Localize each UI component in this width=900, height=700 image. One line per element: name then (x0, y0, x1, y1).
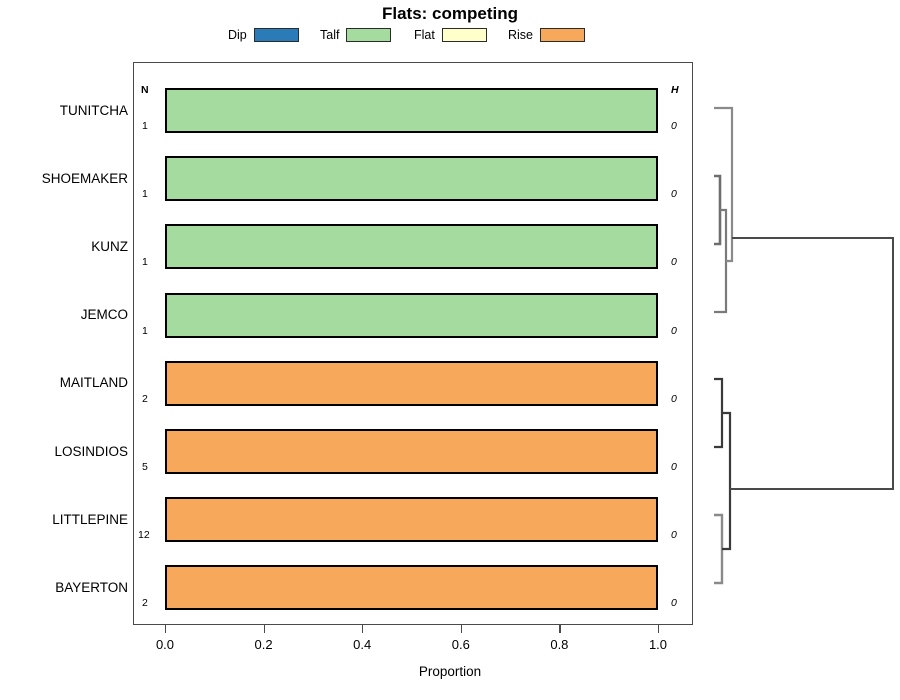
legend-entry-flat[interactable]: Flat (414, 25, 487, 45)
x-axis-title: Proportion (418, 664, 482, 679)
x-tick-mark (362, 625, 364, 633)
y-axis-label-bayerton: BAYERTON (55, 579, 128, 595)
legend-label: Flat (414, 28, 435, 42)
x-tick-label: 0.6 (451, 637, 470, 652)
h-value-bayerton: 0 (671, 597, 677, 610)
legend-label: Rise (508, 28, 534, 42)
y-axis-label-littlepine: LITTLEPINE (52, 511, 128, 527)
legend-entry-dip[interactable]: Dip (228, 25, 299, 45)
n-value-bayerton: 2 (142, 597, 148, 610)
dendro-merge-tunitcha-group (714, 106, 734, 263)
bar-maitland[interactable] (165, 360, 658, 406)
column-header-h: H (671, 84, 679, 96)
dendro-merge-littlepine-bayerton (714, 513, 724, 585)
h-value-maitland: 0 (671, 392, 677, 405)
y-axis-label-jemco: JEMCO (80, 307, 128, 323)
h-value-shoemaker: 0 (671, 188, 677, 201)
legend-swatch-rise (540, 28, 586, 42)
bar-bayerton[interactable] (165, 565, 658, 611)
bar-losindios[interactable] (165, 429, 658, 474)
n-value-kunz: 1 (142, 256, 148, 269)
legend-entry-talf[interactable]: Talf (320, 25, 392, 45)
h-value-kunz: 0 (671, 256, 677, 269)
legend: Dip Talf Flat Rise (0, 25, 900, 45)
dendro-merge-rise-cluster (722, 411, 732, 551)
bar-kunz[interactable] (165, 224, 658, 270)
x-tick-mark (165, 625, 167, 633)
bar-jemco[interactable] (165, 292, 658, 338)
dendro-root (730, 237, 894, 490)
x-tick-mark (460, 625, 463, 633)
x-tick-label: 0.8 (550, 637, 569, 652)
h-value-littlepine: 0 (671, 529, 677, 542)
column-header-n: N (141, 84, 149, 96)
chart-title: Flats: competing (381, 4, 518, 23)
x-tick-label: 1.0 (648, 637, 668, 652)
legend-swatch-dip (253, 28, 299, 42)
n-value-jemco: 1 (142, 324, 148, 337)
bar-shoemaker[interactable] (165, 156, 658, 202)
y-axis-label-losindios: LOSINDIOS (54, 443, 128, 459)
h-value-losindios: 0 (671, 461, 677, 473)
dendro-merge-maitland-losindios (714, 377, 724, 449)
legend-label: Talf (320, 28, 340, 42)
n-value-shoemaker: 1 (142, 188, 148, 201)
x-tick-mark (263, 625, 265, 633)
x-tick-label: 0.4 (353, 637, 372, 652)
n-value-losindios: 5 (142, 461, 148, 473)
dendrogram (700, 62, 900, 625)
legend-swatch-flat (441, 28, 487, 42)
y-axis-label-shoemaker: SHOEMAKER (41, 170, 128, 186)
legend-swatch-talf (346, 28, 392, 42)
n-value-maitland: 2 (142, 392, 148, 405)
x-tick-mark (658, 625, 660, 633)
dendro-merge-shoemaker-kunz (714, 174, 722, 246)
legend-entry-rise[interactable]: Rise (508, 25, 586, 45)
x-tick-mark (559, 625, 561, 633)
x-tick-label: 0.0 (155, 637, 175, 652)
n-value-littlepine: 12 (138, 529, 150, 542)
y-axis-label-kunz: KUNZ (91, 238, 128, 254)
h-value-tunitcha: 0 (671, 120, 677, 132)
n-value-tunitcha: 1 (142, 120, 148, 132)
bar-tunitcha[interactable] (165, 88, 658, 133)
bar-littlepine[interactable] (165, 497, 658, 543)
h-value-jemco: 0 (671, 324, 677, 337)
legend-label: Dip (228, 28, 247, 42)
y-axis-label-maitland: MAITLAND (59, 375, 128, 391)
dendrogram-svg (714, 106, 894, 585)
x-tick-label: 0.2 (254, 637, 273, 652)
y-axis-label-tunitcha: TUNITCHA (59, 102, 128, 118)
